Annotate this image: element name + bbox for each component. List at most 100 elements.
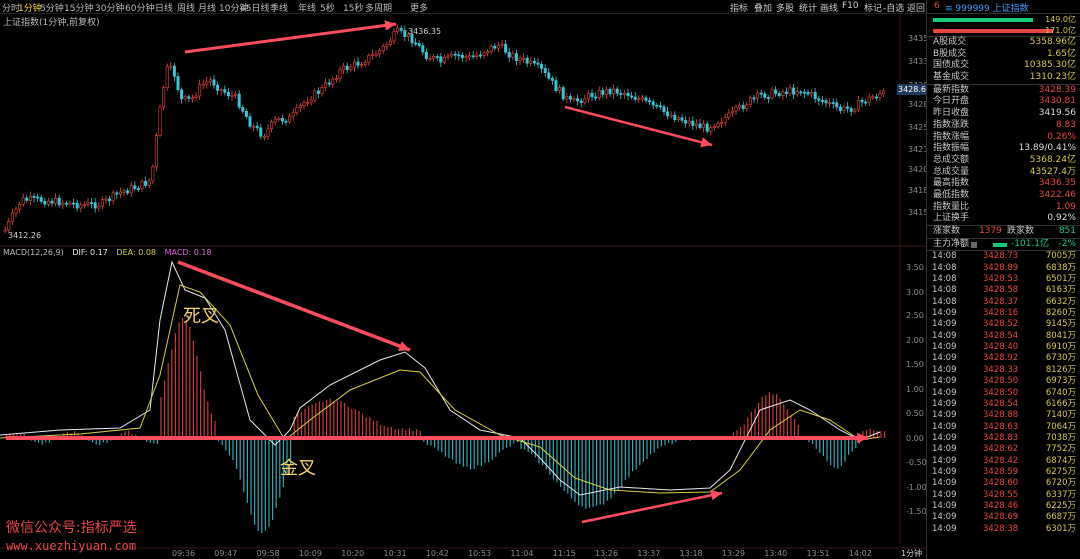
tick-list[interactable]: 14:08 3428.73 7005万 14:08 3428.89 6838万 14:08 3… — [927, 251, 1080, 535]
period-9[interactable]: 10分钟 — [219, 4, 249, 14]
period-10[interactable]: 45日线 — [240, 4, 270, 14]
candle-body — [597, 90, 601, 98]
tick-volume: 9145万 — [1045, 319, 1076, 330]
tool-0[interactable]: 指标 — [730, 4, 749, 14]
tick-price: 3428.40 — [983, 342, 1019, 353]
candle-body — [626, 92, 630, 97]
macd-legend-dif: DIF: 0.17 — [72, 248, 108, 257]
period-1[interactable]: 1分钟 — [18, 4, 42, 14]
candle-body — [230, 95, 234, 97]
candle-body — [849, 108, 853, 112]
panel-header: 6 ≡ 999999 上证指数 — [927, 0, 1080, 14]
period-12[interactable]: 年线 — [298, 4, 317, 14]
period-15[interactable]: 多周期 — [365, 4, 393, 14]
period-6[interactable]: 日线 — [155, 4, 174, 14]
stat-row: 国债成交 10385.30亿 — [927, 60, 1080, 72]
stat-row: B股成交 1.65亿 — [927, 49, 1080, 61]
period-14[interactable]: 15秒 — [343, 4, 364, 14]
tick-time: 14:09 — [932, 353, 957, 364]
candle-body — [54, 197, 58, 204]
tick-time: 14:09 — [932, 466, 957, 477]
macd-bar — [509, 438, 511, 447]
candle-body — [727, 112, 731, 118]
tool-6[interactable]: 标记 — [864, 4, 883, 14]
macd-tick: -0.50 — [906, 458, 926, 467]
macd-bar — [275, 438, 277, 508]
tick-price: 3428.60 — [983, 478, 1019, 489]
current-price-box — [897, 84, 926, 95]
time-tick: 11:04 — [510, 549, 533, 558]
period-4[interactable]: 30分钟 — [95, 4, 125, 14]
period-0[interactable]: 分时 — [2, 4, 21, 14]
macd-bar — [426, 438, 428, 445]
candle-body — [43, 201, 47, 205]
trend-arrow — [564, 105, 713, 147]
candle-body — [637, 98, 641, 101]
macd-bar — [578, 438, 580, 506]
period-8[interactable]: 月线 — [198, 4, 217, 14]
stat-value: 0.92% — [1047, 213, 1076, 224]
candle-body — [756, 92, 760, 99]
tool-5[interactable]: F10 — [842, 1, 859, 11]
macd-tick: 1.00 — [906, 385, 924, 394]
tick-time: 14:09 — [932, 444, 957, 455]
tick-time: 14:09 — [932, 398, 957, 409]
tool-8[interactable]: 返回 — [907, 4, 926, 14]
candle-body — [396, 27, 400, 32]
macd-bar — [668, 438, 670, 443]
candle-body — [360, 64, 364, 67]
macd-bar — [214, 420, 216, 438]
candle-body — [748, 97, 752, 106]
tool-7[interactable]: -自选 — [883, 4, 905, 14]
candle-body — [482, 52, 486, 56]
macd-bar — [315, 402, 317, 438]
macd-bar — [376, 420, 378, 438]
market-turnover-stats: A股成交 5358.96亿 B股成交 1.65亿 国债成交 10385.30亿 基金成交 13… — [927, 37, 1080, 84]
candle-body — [766, 97, 770, 99]
macd-bar — [574, 438, 576, 502]
macd-bar — [254, 438, 256, 525]
period-3[interactable]: 15分钟 — [64, 4, 94, 14]
macd-bar — [380, 424, 382, 438]
macd-bar — [826, 438, 828, 462]
time-tick: 09:36 — [172, 549, 195, 558]
candle-body — [284, 120, 288, 123]
volume-bar-value: 149.0亿 — [1045, 15, 1076, 24]
candle-body — [633, 96, 637, 100]
low-price-label: 3412.26 — [8, 231, 41, 240]
candle-body — [795, 91, 799, 95]
price-chart[interactable]: 343534333430342834253423342034183415 3.5… — [0, 0, 926, 559]
macd-bar — [473, 438, 475, 470]
candle-body — [345, 65, 349, 70]
tick-price: 3428.16 — [983, 308, 1019, 319]
macd-legend-dea: DEA: 0.08 — [116, 248, 157, 257]
candle-body — [61, 202, 65, 206]
candle-body — [590, 92, 594, 98]
period-13[interactable]: 5秒 — [320, 4, 335, 14]
period-5[interactable]: 60分钟 — [125, 4, 155, 14]
tick-row: 14:09 3428.38 6301万 — [927, 524, 1080, 535]
stat-row: 最低指数 3422.46 — [927, 190, 1080, 202]
period-7[interactable]: 周线 — [177, 4, 196, 14]
candle-body — [640, 97, 644, 100]
tool-4[interactable]: 画线 — [820, 4, 839, 14]
tick-row: 14:08 3428.58 6163万 — [927, 285, 1080, 296]
tool-2[interactable]: 多股 — [776, 4, 795, 14]
macd-axis: 3.50 3.00 2.50 2.00 1.50 1.00 0.50 0.00 -0.50 -1.… — [906, 263, 926, 516]
period-11[interactable]: 季线 — [270, 4, 289, 14]
tool-1[interactable]: 叠加 — [754, 4, 773, 14]
period-16[interactable]: 更多 — [410, 4, 429, 14]
panel-symbol-name[interactable]: ≡ 999999 上证指数 — [945, 4, 1029, 14]
candle-body — [158, 106, 162, 136]
macd-bar — [45, 438, 47, 443]
candle-body — [554, 80, 558, 92]
tool-3[interactable]: 统计 — [799, 4, 818, 14]
period-2[interactable]: 5分钟 — [40, 4, 64, 14]
macd-bar — [362, 413, 364, 438]
stat-label: B股成交 — [933, 48, 967, 59]
macd-bar — [77, 433, 79, 438]
tick-time: 14:09 — [932, 319, 957, 330]
dif-line — [0, 260, 881, 496]
down-count-label: 跌家数 — [1007, 226, 1035, 236]
macd-bar — [290, 438, 292, 465]
